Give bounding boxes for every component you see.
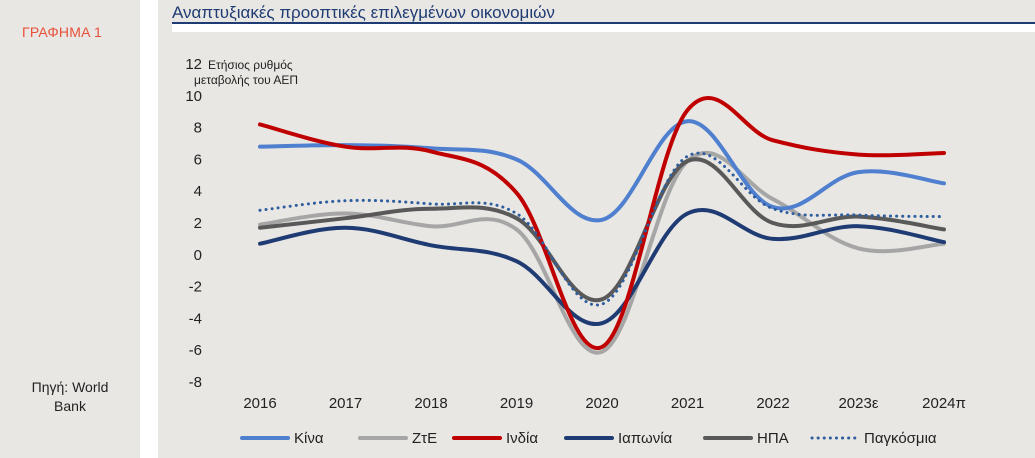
x-tick-label: 2022	[756, 395, 789, 412]
series-lines	[258, 95, 946, 355]
x-tick-label: 2019	[500, 395, 533, 412]
gutter-divider	[140, 0, 158, 458]
y-axis: 12 10 8 6 4 2 0 -2 -4 -6 -8	[185, 56, 202, 391]
series-line-1	[258, 119, 946, 223]
title-rule	[172, 22, 1035, 24]
y-tick-label: 6	[194, 151, 202, 168]
y-tick-label: -4	[189, 310, 202, 327]
source-note: Πηγή: World Bank	[0, 378, 140, 416]
x-tick-label: 2023ε	[838, 395, 878, 412]
source-line-2: Bank	[54, 398, 86, 414]
y-axis-label-line-2: μεταβολής του ΑΕΠ	[194, 73, 298, 87]
series-line-5	[258, 157, 946, 303]
x-tick-label: 2017	[329, 395, 362, 412]
x-tick-label: 2021	[671, 395, 704, 412]
y-tick-label: 4	[194, 183, 202, 200]
figure-label: ΓΡΑΦΗΜΑ 1	[22, 24, 102, 40]
x-axis: 2016 2017 2018 2019 2020 2021 2022 2023ε 2024π	[243, 395, 966, 412]
y-tick-label: 10	[185, 88, 202, 105]
y-tick-label: -2	[189, 279, 202, 296]
legend-label: Παγκόσμια	[864, 430, 937, 447]
legend-label: Κίνα	[294, 430, 324, 447]
series-line-2	[258, 151, 946, 355]
legend-label: ΖτΕ	[412, 430, 437, 447]
y-tick-label: 12	[185, 56, 202, 73]
legend-label: Ινδία	[506, 430, 538, 447]
sidebar-panel: ΓΡΑΦΗΜΑ 1 Πηγή: World Bank	[0, 0, 140, 458]
legend: Κίνα ΖτΕ Ινδία Ιαπωνία ΗΠΑ Παγκόσμια	[240, 430, 937, 447]
title-strip	[172, 24, 1035, 32]
y-tick-label: -6	[189, 342, 202, 359]
y-tick-label: 8	[194, 120, 202, 137]
x-tick-label: 2018	[414, 395, 447, 412]
chart-title: Αναπτυξιακές προοπτικές επιλεγμένων οικο…	[172, 3, 555, 22]
x-tick-label: 2016	[243, 395, 276, 412]
source-line-1: Πηγή: World	[31, 379, 109, 395]
legend-label: ΗΠΑ	[757, 430, 789, 447]
series-line-3	[258, 95, 946, 351]
series-line-4	[258, 207, 946, 327]
y-tick-label: 2	[194, 215, 202, 232]
y-tick-label: 0	[194, 247, 202, 264]
x-tick-label: 2020	[585, 395, 618, 412]
legend-label: Ιαπωνία	[618, 430, 673, 447]
x-tick-label: 2024π	[922, 395, 966, 412]
y-tick-label: -8	[189, 374, 202, 391]
y-axis-label-line-1: Ετήσιος ρυθμός	[208, 58, 293, 72]
